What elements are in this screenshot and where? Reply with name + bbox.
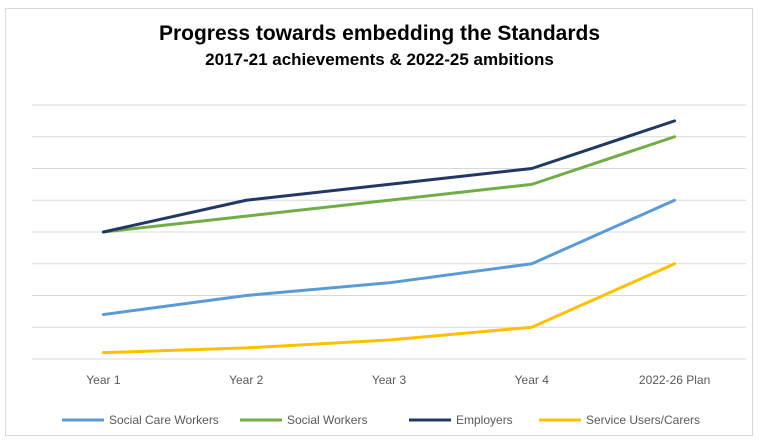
legend: Social Care Workers Social Workers Employe… <box>62 413 700 427</box>
chart-title: Progress towards embedding the Standards <box>158 22 601 45</box>
gridlines <box>32 104 746 360</box>
legend-label-employers: Employers <box>456 413 513 427</box>
x-tick-label: Year 1 <box>86 373 121 387</box>
series-line-employers <box>101 119 677 234</box>
x-tick-label: 2022-26 Plan <box>639 373 710 387</box>
legend-label-service-users-carers: Service Users/Carers <box>586 413 700 427</box>
series-lines <box>101 119 677 355</box>
x-tick-label: Year 2 <box>229 373 264 387</box>
series-line-social-workers <box>101 135 677 234</box>
x-axis-ticks: Year 1 Year 2 Year 3 Year 4 2022-26 Plan <box>86 373 710 387</box>
legend-label-social-workers: Social Workers <box>287 413 367 427</box>
chart-subtitle: 2017-21 achievements & 2022-25 ambitions <box>205 50 554 69</box>
legend-label-social-care-workers: Social Care Workers <box>109 413 219 427</box>
series-line-service-users-carers <box>101 262 677 355</box>
series-line-social-care-workers <box>101 198 677 317</box>
x-tick-label: Year 3 <box>372 373 407 387</box>
x-tick-label: Year 4 <box>515 373 550 387</box>
